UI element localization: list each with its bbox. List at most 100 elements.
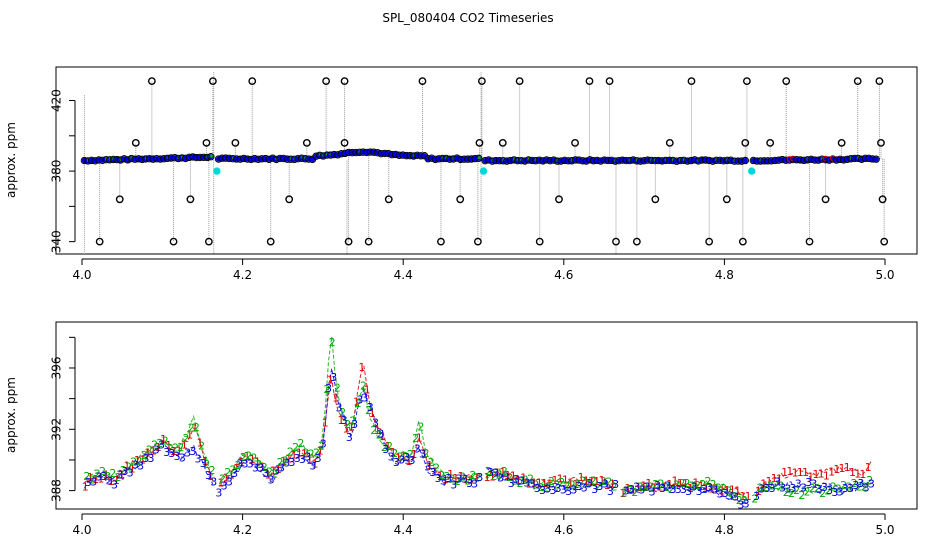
series-3-marker: 3 <box>419 447 426 460</box>
series-2-marker: 2 <box>767 479 774 492</box>
series-2-marker: 2 <box>490 470 497 483</box>
series-1-marker: 1 <box>698 480 705 493</box>
spike-point <box>837 138 846 147</box>
series-2-marker: 2 <box>496 468 503 481</box>
series-3-line <box>83 368 872 504</box>
series-2-marker: 2 <box>751 492 758 505</box>
series-3-marker: 3 <box>492 466 499 479</box>
series-3-marker: 3 <box>362 391 369 404</box>
series-3-marker: 3 <box>236 457 243 470</box>
series-3-marker: 3 <box>200 457 207 470</box>
series-3-marker: 3 <box>753 490 760 503</box>
series-2-marker: 2 <box>276 456 283 469</box>
series-2-marker: 2 <box>824 485 831 498</box>
series-1-marker: 1 <box>332 392 339 405</box>
series-2-marker: 2 <box>788 487 795 500</box>
x-tick-label: 4.6 <box>554 523 573 537</box>
spike-point <box>498 138 507 147</box>
series-2-marker: 2 <box>856 481 863 494</box>
series-2-marker: 2 <box>250 451 257 464</box>
series-2-marker: 2 <box>323 383 330 396</box>
x-tick-label: 5.0 <box>875 523 894 537</box>
series-2-marker: 2 <box>819 487 826 500</box>
series-3-marker: 3 <box>393 456 400 469</box>
series-3-marker: 3 <box>868 478 875 491</box>
series-3-marker: 3 <box>670 483 677 496</box>
series-3-marker: 3 <box>701 483 708 496</box>
series-3-marker: 3 <box>106 475 113 488</box>
series-2-marker: 2 <box>762 481 769 494</box>
baseline-point <box>207 153 215 161</box>
series-3-marker: 3 <box>288 456 295 469</box>
series-2-marker: 2 <box>485 465 492 478</box>
series-2-marker: 2 <box>704 475 711 488</box>
series-3-marker: 3 <box>461 473 468 486</box>
series-1-marker: 1 <box>249 453 256 466</box>
series-2-marker: 2 <box>339 406 346 419</box>
series-2-marker: 2 <box>798 489 805 502</box>
series-3-marker: 3 <box>857 477 864 490</box>
series-2-marker: 2 <box>642 481 649 494</box>
series-3-marker: 3 <box>779 481 786 494</box>
series-1-marker: 1 <box>656 481 663 494</box>
series-1-marker: 1 <box>270 465 277 478</box>
series-2-marker: 2 <box>553 479 560 492</box>
top-panel: 4.0 4.2 4.4 4.6 4.8 5.0 340 380 420 approx. ppm <box>4 66 918 282</box>
series-1-marker: 1 <box>317 445 324 458</box>
series-3-marker: 3 <box>215 486 222 499</box>
series-3-marker: 3 <box>351 418 358 431</box>
series-2-marker: 2 <box>861 480 868 493</box>
series-2-marker: 2 <box>689 480 696 493</box>
spike-point <box>782 77 791 86</box>
series-1-marker: 1 <box>703 482 710 495</box>
series-1-marker: 1 <box>411 448 418 461</box>
series-2-marker: 2 <box>715 482 722 495</box>
series-2-marker: 2 <box>99 465 106 478</box>
series-3-marker: 3 <box>570 483 577 496</box>
series-1-marker: 1 <box>384 440 391 453</box>
spike-point <box>456 195 465 204</box>
series-3-marker: 3 <box>711 483 718 496</box>
series-1-marker: 1 <box>739 490 746 503</box>
bottom-plot-area: 1111111111111111111111111111111111111111… <box>82 336 875 511</box>
series-3-marker: 3 <box>205 469 212 482</box>
series-3-marker: 3 <box>445 472 452 485</box>
series-2-marker: 2 <box>804 485 811 498</box>
series-3-marker: 3 <box>680 483 687 496</box>
series-2-marker: 2 <box>355 397 362 410</box>
series-1-marker: 1 <box>322 417 329 430</box>
series-2-marker: 2 <box>94 467 101 480</box>
bottom-x-axis: 4.0 4.2 4.4 4.6 4.8 5.0 <box>72 513 895 537</box>
baseline-accent <box>209 154 214 158</box>
series-1-marker: 1 <box>651 481 658 494</box>
series-1-marker: 1 <box>755 485 762 498</box>
series-2-marker: 2 <box>830 480 837 493</box>
series-1-marker: 1 <box>400 450 407 463</box>
series-3-marker: 3 <box>142 452 149 465</box>
series-3-marker: 3 <box>153 444 160 457</box>
top-x-axis: 4.0 4.2 4.4 4.6 4.8 5.0 <box>72 258 895 282</box>
series-3-marker: 3 <box>549 484 556 497</box>
cyan-point <box>748 167 756 175</box>
series-2-marker: 2 <box>172 441 179 454</box>
series-2-marker: 2 <box>334 382 341 395</box>
series-1-marker: 1 <box>390 446 397 459</box>
series-1-marker: 1 <box>463 473 470 486</box>
series-3-marker: 3 <box>268 474 275 487</box>
series-1-marker: 1 <box>818 468 825 481</box>
series-2-marker: 2 <box>235 459 242 472</box>
series-2-marker: 2 <box>678 477 685 490</box>
series-3-marker: 3 <box>497 472 504 485</box>
spike-point <box>877 138 885 147</box>
series-1-marker: 1 <box>630 483 637 496</box>
series-1-marker: 1 <box>92 473 99 486</box>
series-3-marker: 3 <box>863 481 870 494</box>
spike-point <box>477 77 486 86</box>
y-tick-label: 420 <box>50 89 64 112</box>
series-2-marker: 2 <box>266 465 273 478</box>
series-3-marker: 3 <box>633 480 640 493</box>
spike-point <box>302 138 311 147</box>
series-3-marker: 3 <box>278 462 285 475</box>
series-1-marker: 1 <box>734 485 741 498</box>
series-1-marker: 1 <box>619 487 626 500</box>
